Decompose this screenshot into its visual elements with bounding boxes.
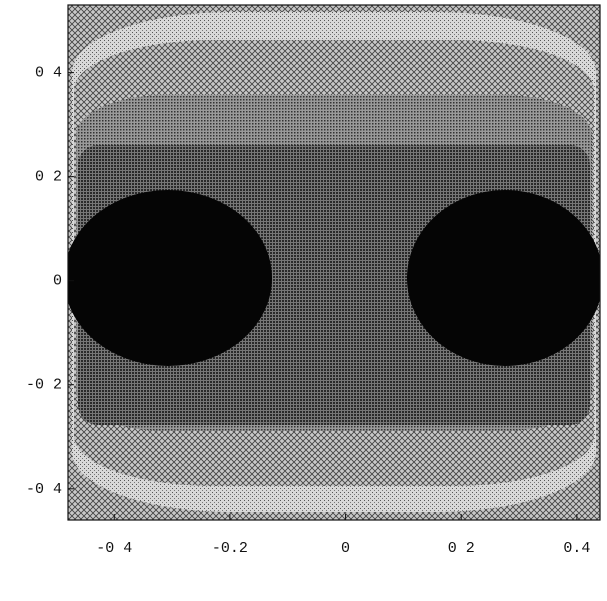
y-tick-label: -0 2	[26, 377, 62, 394]
x-tick-label: 0	[341, 540, 350, 557]
x-tick-label: 0.4	[563, 540, 590, 557]
y-tick-label: 0 2	[35, 169, 62, 186]
x-tick-label: 0 2	[448, 540, 475, 557]
y-tick-label: -0 4	[26, 481, 62, 498]
x-tick-label: -0 4	[96, 540, 132, 557]
contour-peak	[68, 190, 272, 366]
x-tick-label: -0.2	[212, 540, 248, 557]
plot-frame	[67, 4, 601, 521]
contour-peak	[407, 190, 600, 366]
y-tick-label: 0 4	[35, 65, 62, 82]
y-tick-label: 0	[53, 273, 62, 290]
contour-field	[68, 5, 600, 520]
